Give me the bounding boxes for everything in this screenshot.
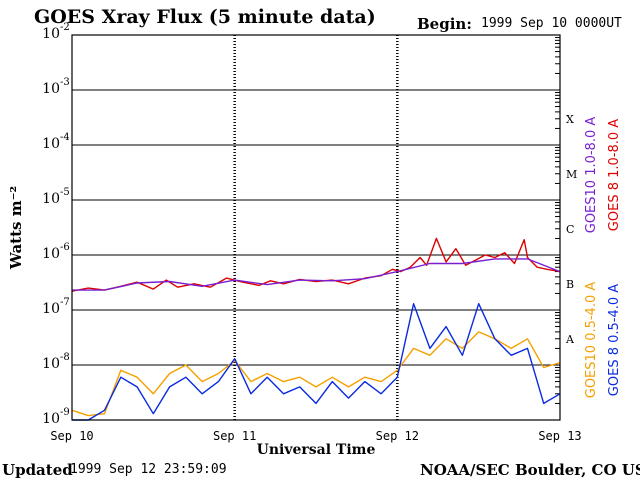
y-tick-exponent: -8 — [60, 352, 70, 363]
plot-frame — [71, 34, 561, 421]
y-tick-label: 10 — [42, 26, 60, 42]
x-tick-label: Sep 10 — [50, 429, 93, 443]
y-tick-exponent: -7 — [60, 297, 70, 308]
y-tick-exponent: -2 — [60, 22, 70, 33]
y-tick-exponent: -3 — [60, 77, 70, 88]
updated-value: 1999 Sep 12 23:59:09 — [70, 462, 227, 477]
y-tick-label: 10 — [42, 136, 60, 152]
series-line — [71, 331, 561, 417]
y-tick-label: 10 — [42, 411, 60, 427]
y-tick-label: 10 — [42, 81, 60, 97]
flare-class-label: M — [566, 168, 577, 181]
legend-label: GOES10 0.5-4.0 A — [584, 282, 599, 399]
legend-label: GOES10 1.0-8.0 A — [584, 117, 599, 234]
flare-class-label: X — [566, 113, 574, 126]
begin-value: 1999 Sep 10 0000UT — [481, 16, 622, 31]
y-tick-label: 10 — [42, 301, 60, 317]
updated-label: Updated — [2, 461, 73, 479]
x-tick-label: Sep 13 — [538, 429, 581, 443]
y-tick-label: 10 — [42, 356, 60, 372]
begin-label: Begin: — [417, 15, 472, 33]
y-tick-exponent: -6 — [60, 242, 70, 253]
y-tick-exponent: -9 — [60, 407, 70, 418]
series-line — [72, 258, 561, 291]
x-tick-label: Sep 12 — [376, 429, 419, 443]
x-tick-label: Sep 11 — [213, 429, 256, 443]
y-axis-label: Watts m⁻² — [7, 186, 25, 270]
x-axis-label: Universal Time — [257, 442, 376, 458]
y-tick-label: 10 — [42, 246, 60, 262]
flare-class-label: C — [566, 223, 574, 236]
flare-class-label: A — [565, 333, 575, 346]
source-credit: NOAA/SEC Boulder, CO USA — [420, 461, 640, 479]
chart-title: GOES Xray Flux (5 minute data) — [34, 6, 376, 28]
flare-class-label: B — [566, 278, 574, 291]
y-tick-exponent: -4 — [60, 132, 70, 143]
legend-label: GOES 8 0.5-4.0 A — [607, 284, 622, 396]
y-tick-exponent: -5 — [60, 187, 70, 198]
series-line — [72, 303, 561, 421]
legend-label: GOES 8 1.0-8.0 A — [607, 119, 622, 231]
y-tick-label: 10 — [42, 191, 60, 207]
